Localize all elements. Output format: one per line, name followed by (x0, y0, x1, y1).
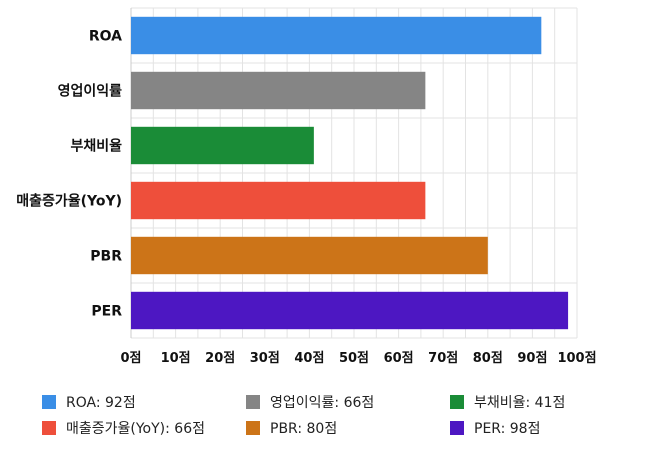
legend-swatch (246, 395, 260, 409)
category-label: PER (91, 304, 122, 320)
x-tick-label: 40점 (294, 351, 324, 366)
legend-swatch (42, 421, 56, 435)
category-label: PBR (90, 249, 122, 265)
legend-label: ROA: 92점 (66, 395, 136, 411)
legend-label: PBR: 80점 (270, 421, 338, 437)
legend-label: PER: 98점 (474, 421, 541, 437)
bars (131, 16, 569, 330)
x-tick-label: 30점 (250, 351, 280, 366)
bar (131, 71, 426, 110)
x-tick-label: 10점 (161, 351, 191, 366)
category-label: 부채비율 (70, 138, 122, 155)
legend-swatch (450, 421, 464, 435)
legend-item: 부채비율: 41점 (450, 392, 565, 412)
legend-item: ROA: 92점 (42, 392, 136, 412)
category-label: ROA (89, 29, 122, 45)
x-tick-label: 90점 (517, 351, 547, 366)
legend-item: 매출증가율(YoY): 66점 (42, 418, 205, 438)
x-tick-label: 70점 (428, 351, 458, 366)
x-tick-label: 50점 (339, 351, 369, 366)
bar (131, 291, 569, 330)
category-label: 매출증가율(YoY) (16, 193, 122, 210)
bar (131, 236, 488, 275)
legend-label: 매출증가율(YoY): 66점 (66, 421, 205, 437)
bar (131, 181, 426, 220)
x-tick-label: 20점 (205, 351, 235, 366)
x-tick-label: 60점 (384, 351, 414, 366)
legend-swatch (450, 395, 464, 409)
category-label: 영업이익률 (58, 83, 123, 100)
legend-item: 영업이익률: 66점 (246, 392, 374, 412)
grid-lines (130, 7, 578, 339)
bar (131, 126, 314, 165)
legend-item: PER: 98점 (450, 418, 540, 438)
legend-item: PBR: 80점 (246, 418, 337, 438)
legend-label: 영업이익률: 66점 (270, 395, 375, 411)
legend-swatch (246, 421, 260, 435)
x-tick-labels: 0점 10점 20점 30점 40점 50점 60점 70점 80점 90점 100점 (120, 351, 596, 366)
bar (131, 16, 542, 55)
x-tick-label: 100점 (557, 351, 596, 366)
legend-label: 부채비율: 41점 (474, 395, 566, 411)
legend-swatch (42, 395, 56, 409)
x-tick-label: 0점 (120, 351, 141, 366)
x-tick-label: 80점 (473, 351, 503, 366)
